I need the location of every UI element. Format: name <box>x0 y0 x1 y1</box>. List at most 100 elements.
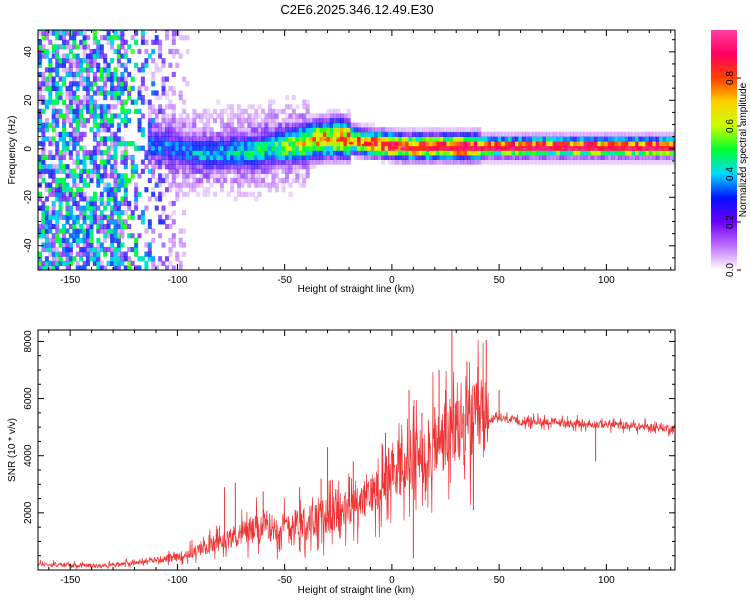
spectrogram-cell <box>298 127 303 133</box>
spectrogram-cell <box>611 131 616 137</box>
spectrogram-cell <box>127 200 132 207</box>
spectrogram-cell <box>587 150 592 156</box>
spectrogram-cell <box>89 233 94 239</box>
spectrogram-cell <box>422 159 427 165</box>
spectrogram-cell <box>508 131 513 137</box>
spectrogram-cell <box>600 145 605 151</box>
spectrogram-cell <box>202 122 207 128</box>
spectrogram-cell <box>271 182 276 188</box>
spectrogram-cell <box>62 141 66 147</box>
spectrogram-cell <box>473 154 478 160</box>
spectrogram-cell <box>388 141 392 147</box>
spectrogram-cell <box>113 210 118 216</box>
spectrogram-cell <box>237 108 241 114</box>
spectrogram-cell <box>171 145 176 151</box>
spectrogram-cell <box>106 159 111 165</box>
spectrogram-cell <box>116 53 121 59</box>
spectrogram-cell <box>89 214 94 220</box>
spectrogram-cell <box>261 154 266 160</box>
spectrogram-cell <box>237 182 241 188</box>
spectrogram-cell <box>165 154 169 160</box>
spectrogram-cell <box>549 150 554 156</box>
spectrogram-cell <box>247 168 252 174</box>
spectrogram-cell <box>480 159 485 165</box>
spectrogram-cell <box>79 44 84 50</box>
spectrogram-cell <box>130 164 135 170</box>
spectrogram-cell <box>140 210 145 216</box>
spectrogram-cell <box>130 168 135 174</box>
spectrogram-cell <box>168 85 173 91</box>
spectrogram-cell <box>350 145 355 151</box>
spectrogram-cell <box>274 154 279 160</box>
spectrogram-cell <box>377 150 382 156</box>
spectrogram-cell <box>267 122 272 128</box>
spectrogram-cell <box>171 30 176 36</box>
spectrogram-cell <box>68 168 73 174</box>
spectrogram-cell <box>319 150 324 156</box>
spectrogram-cell <box>62 136 66 142</box>
spectrogram-cell <box>480 131 485 137</box>
spectrogram-cell <box>96 237 101 243</box>
spectrogram-cell <box>278 136 283 142</box>
spectrogram-cell <box>576 150 581 156</box>
spectrogram-cell <box>185 35 190 41</box>
spectrogram-cell <box>305 168 310 174</box>
spectrogram-cell <box>384 145 389 151</box>
spectrogram-cell <box>151 141 156 147</box>
spectrogram-cell <box>113 150 118 156</box>
spectrogram-cell <box>254 177 259 184</box>
spectrogram-cell <box>213 173 217 179</box>
spectrogram-cell <box>525 145 530 151</box>
spectrogram-cell <box>621 150 626 156</box>
spectrogram-cell <box>333 150 338 156</box>
spectrogram-cell <box>55 141 60 147</box>
spectrogram-cell <box>226 150 231 156</box>
spectrogram-cell <box>247 118 252 124</box>
spectrogram-cell <box>92 251 97 257</box>
spectrogram-cell <box>168 251 173 257</box>
spectrogram-cell <box>226 131 231 137</box>
spectrogram-cell <box>278 164 283 170</box>
spectrogram-cell <box>82 150 87 156</box>
spectrogram-cell <box>669 136 674 142</box>
spectrogram-cell <box>243 173 248 179</box>
spectrogram-cell <box>110 30 115 32</box>
spectrogram-cell <box>165 173 169 179</box>
spectrogram-peak <box>535 148 541 151</box>
spectrogram-cell <box>381 127 386 133</box>
spectrogram-cell <box>82 122 87 128</box>
spectrogram-cell <box>120 233 125 239</box>
spectrogram-cell <box>120 173 125 179</box>
spectrogram-cell <box>271 122 276 128</box>
spectrogram-cell <box>329 136 334 142</box>
spectrogram-cell <box>44 67 49 73</box>
spectrogram-cell <box>360 136 365 142</box>
spectrogram-cell <box>48 67 53 73</box>
spectrogram-cell <box>55 214 60 220</box>
spectrogram-cell <box>209 164 214 170</box>
spectrogram-cell <box>473 145 478 151</box>
spectrogram-cell <box>137 90 142 96</box>
spectrogram-cell <box>415 145 420 151</box>
spectrogram-cell <box>278 127 283 133</box>
spectrogram-peak <box>361 143 367 147</box>
spectrogram-cell <box>549 136 554 142</box>
spectrogram-cell <box>257 168 262 174</box>
spectrogram-cell <box>384 131 389 137</box>
spectrogram-cell <box>55 256 60 262</box>
spectrogram-cell <box>185 136 190 142</box>
spectrogram-cell <box>250 136 255 142</box>
spectrogram-cell <box>672 150 675 156</box>
spectrogram-cell <box>58 136 63 142</box>
spectrogram-cell <box>662 131 667 137</box>
spectrogram-cell <box>206 136 211 142</box>
spectrogram-cell <box>178 35 183 41</box>
spectrogram-cell <box>237 168 241 174</box>
spectrogram-cell <box>120 85 125 91</box>
spectrogram-cell <box>130 76 135 82</box>
spectrogram-cell <box>51 44 56 50</box>
spectrogram-cell <box>38 30 42 32</box>
spectrogram-cell <box>264 164 269 170</box>
spectrogram-cell <box>401 131 406 137</box>
spectrogram-cell <box>539 159 543 165</box>
